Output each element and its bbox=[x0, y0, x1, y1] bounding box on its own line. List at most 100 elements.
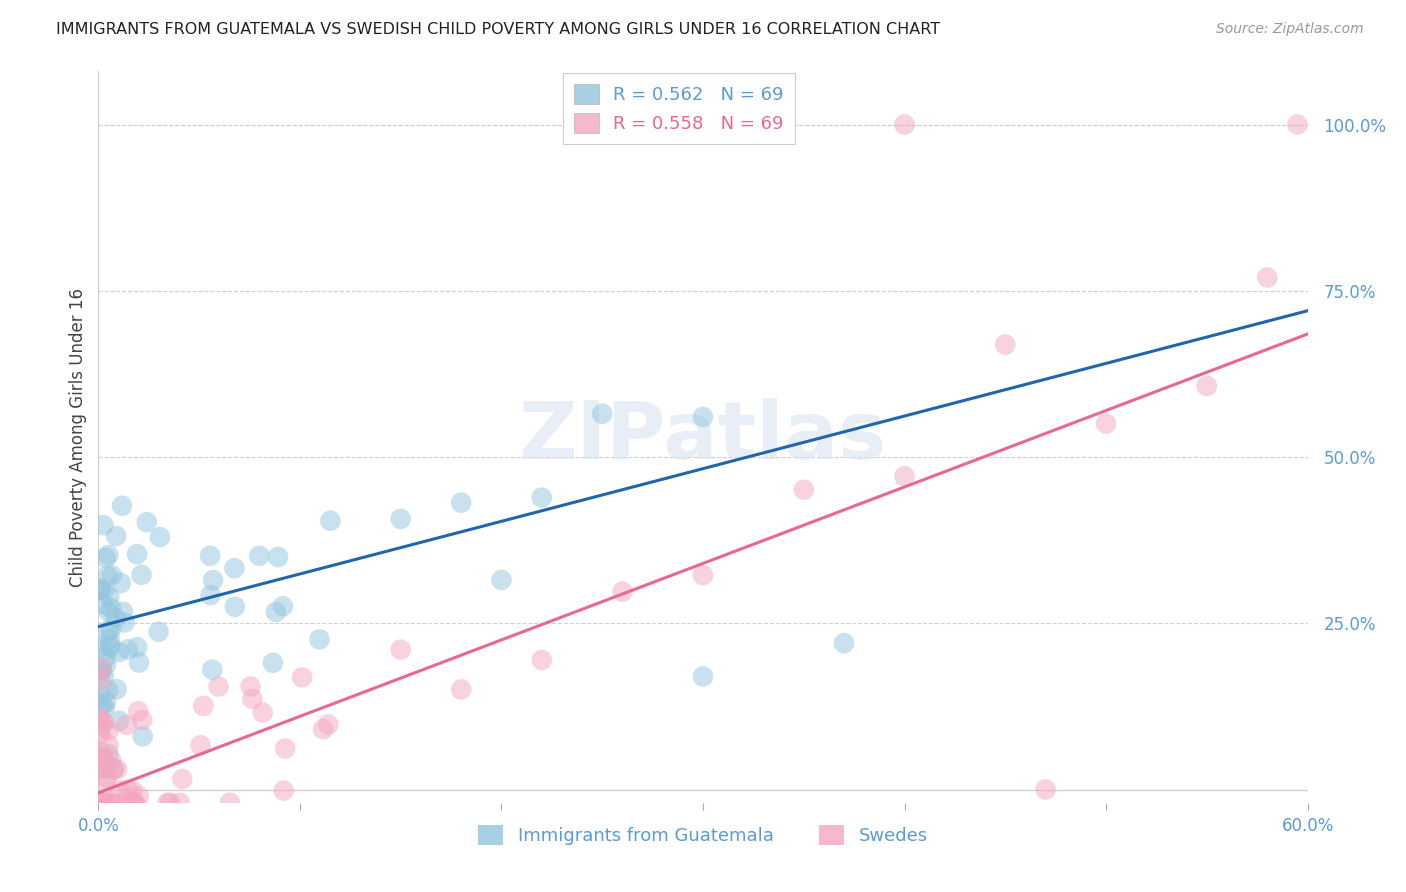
Point bbox=[111, 605, 134, 619]
Point bbox=[148, 624, 170, 639]
Point bbox=[97, 747, 120, 761]
Point bbox=[100, 601, 122, 615]
Point bbox=[262, 656, 284, 670]
Point bbox=[200, 588, 222, 602]
Point bbox=[104, 796, 127, 810]
Point bbox=[994, 337, 1017, 351]
Point bbox=[1286, 118, 1309, 132]
Point bbox=[1035, 782, 1057, 797]
Point bbox=[132, 729, 155, 743]
Point bbox=[312, 723, 335, 737]
Point bbox=[89, 796, 111, 810]
Point bbox=[112, 796, 135, 810]
Point bbox=[224, 561, 246, 575]
Point bbox=[91, 698, 114, 712]
Point bbox=[318, 717, 340, 731]
Point bbox=[127, 547, 149, 561]
Point bbox=[97, 723, 120, 738]
Point bbox=[530, 653, 553, 667]
Point bbox=[1095, 417, 1118, 431]
Point bbox=[90, 582, 112, 597]
Point bbox=[893, 469, 915, 483]
Point bbox=[893, 118, 915, 132]
Point bbox=[122, 796, 145, 810]
Point bbox=[90, 720, 112, 734]
Point bbox=[450, 496, 472, 510]
Point bbox=[252, 706, 274, 720]
Point bbox=[97, 683, 120, 698]
Point bbox=[98, 590, 121, 604]
Point bbox=[93, 669, 115, 683]
Point bbox=[105, 762, 128, 776]
Point bbox=[308, 632, 330, 647]
Point bbox=[273, 783, 295, 797]
Point bbox=[90, 796, 112, 810]
Point bbox=[91, 796, 114, 810]
Point bbox=[90, 796, 112, 810]
Point bbox=[264, 605, 287, 619]
Point bbox=[149, 530, 172, 544]
Point bbox=[319, 514, 342, 528]
Point bbox=[127, 704, 149, 718]
Point bbox=[105, 529, 128, 543]
Point bbox=[450, 682, 472, 697]
Point bbox=[202, 573, 225, 587]
Point bbox=[96, 771, 118, 785]
Point bbox=[89, 762, 111, 776]
Point bbox=[169, 796, 191, 810]
Point bbox=[100, 753, 122, 767]
Point bbox=[101, 568, 124, 582]
Point bbox=[114, 615, 136, 630]
Point bbox=[115, 718, 138, 732]
Point bbox=[108, 645, 131, 659]
Point bbox=[90, 661, 112, 675]
Point bbox=[91, 597, 114, 611]
Point bbox=[96, 758, 118, 772]
Point bbox=[224, 599, 246, 614]
Point bbox=[127, 640, 149, 654]
Text: IMMIGRANTS FROM GUATEMALA VS SWEDISH CHILD POVERTY AMONG GIRLS UNDER 16 CORRELAT: IMMIGRANTS FROM GUATEMALA VS SWEDISH CHI… bbox=[56, 22, 941, 37]
Point bbox=[793, 483, 815, 497]
Point bbox=[1195, 379, 1218, 393]
Point bbox=[98, 640, 121, 655]
Point bbox=[198, 549, 221, 563]
Point bbox=[124, 796, 146, 810]
Point bbox=[93, 796, 115, 810]
Point bbox=[90, 796, 112, 810]
Point bbox=[389, 512, 412, 526]
Point bbox=[267, 549, 290, 564]
Point bbox=[105, 682, 128, 697]
Point bbox=[247, 549, 270, 563]
Point bbox=[94, 695, 117, 709]
Point bbox=[89, 688, 111, 702]
Point bbox=[1256, 270, 1278, 285]
Point bbox=[274, 741, 297, 756]
Point bbox=[491, 573, 513, 587]
Text: Source: ZipAtlas.com: Source: ZipAtlas.com bbox=[1216, 22, 1364, 37]
Point bbox=[159, 796, 181, 810]
Point bbox=[97, 569, 120, 583]
Point bbox=[110, 576, 132, 591]
Point bbox=[93, 518, 115, 533]
Point bbox=[100, 796, 122, 810]
Point bbox=[128, 656, 150, 670]
Point bbox=[190, 739, 212, 753]
Point bbox=[172, 772, 194, 786]
Point bbox=[240, 692, 263, 706]
Point bbox=[389, 642, 412, 657]
Point bbox=[108, 783, 131, 797]
Point bbox=[94, 796, 117, 810]
Point bbox=[117, 642, 139, 657]
Point bbox=[94, 761, 117, 775]
Point bbox=[97, 548, 120, 562]
Point bbox=[97, 738, 120, 752]
Point bbox=[193, 698, 215, 713]
Point bbox=[117, 782, 139, 797]
Point bbox=[692, 669, 714, 683]
Point bbox=[91, 663, 114, 677]
Point bbox=[93, 584, 115, 599]
Point bbox=[291, 670, 314, 684]
Point bbox=[93, 715, 115, 730]
Point bbox=[612, 584, 634, 599]
Point bbox=[239, 680, 262, 694]
